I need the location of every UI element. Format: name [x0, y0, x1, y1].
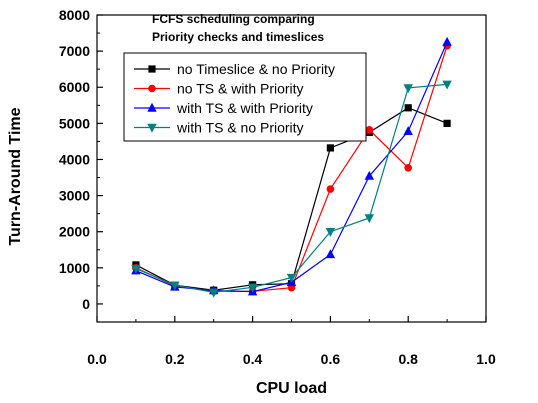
- y-tick-label: 2000: [59, 224, 90, 240]
- legend-label: with TS & with Priority: [176, 100, 313, 116]
- legend-marker: [147, 123, 157, 133]
- legend-label: with TS & no Priority: [176, 120, 304, 136]
- data-point: [364, 214, 374, 224]
- x-axis-label: CPU load: [256, 380, 327, 397]
- x-tick-label: 0.8: [398, 351, 418, 367]
- y-tick-label: 3000: [59, 188, 90, 204]
- data-point: [442, 36, 452, 46]
- x-axis: 0.0 0.2 0.4 0.6 0.8 1.0: [87, 316, 496, 367]
- y-tick-label: 4000: [59, 151, 90, 167]
- data-point: [286, 273, 297, 283]
- y-tick-label: 8000: [59, 7, 90, 23]
- data-point: [247, 283, 258, 293]
- chart-title-line: Priority checks and timeslices: [152, 30, 324, 44]
- legend-label: no TS & with Priority: [177, 81, 304, 97]
- y-tick-label: 1000: [59, 260, 90, 276]
- data-point: [326, 185, 335, 193]
- x-tick-label: 0.2: [165, 351, 185, 367]
- series-layer: [131, 36, 452, 298]
- x-tick-label: 1.0: [476, 351, 496, 367]
- data-point: [209, 288, 219, 298]
- data-point: [325, 249, 336, 259]
- chart-title: FCFS scheduling comparing Priority checks…: [152, 12, 324, 44]
- data-point: [403, 84, 413, 94]
- data-point: [326, 144, 334, 152]
- legend-marker: [148, 65, 156, 73]
- legend-box: [123, 52, 367, 142]
- data-point: [442, 80, 452, 90]
- legend-label: no Timeslice & no Priority: [177, 61, 335, 77]
- data-point: [404, 163, 413, 172]
- data-point: [364, 170, 374, 180]
- x-tick-label: 0.6: [321, 351, 341, 367]
- y-axis-label: Turn-Around Time: [7, 107, 24, 245]
- x-tick-label: 0.4: [243, 351, 263, 367]
- chart-title-line: FCFS scheduling comparing: [152, 12, 315, 26]
- y-tick-label: 6000: [59, 79, 90, 95]
- y-tick-label: 0: [82, 296, 90, 312]
- y-tick-label: 5000: [59, 115, 90, 131]
- data-point: [365, 126, 374, 134]
- data-point: [403, 126, 413, 135]
- data-point: [443, 119, 451, 127]
- x-tick-label: 0.0: [87, 351, 107, 367]
- data-point: [170, 281, 180, 291]
- legend: no Timeslice & no Priority no TS & with P…: [123, 52, 367, 142]
- data-point: [325, 228, 336, 237]
- y-axis: 0 1000 2000 3000 4000 5000 6000 7000 8000: [59, 7, 103, 312]
- legend-marker: [148, 84, 156, 93]
- data-point: [404, 104, 412, 112]
- y-tick-label: 7000: [59, 43, 90, 59]
- legend-marker: [147, 102, 157, 112]
- data-point: [131, 264, 141, 274]
- series-4: [131, 80, 452, 298]
